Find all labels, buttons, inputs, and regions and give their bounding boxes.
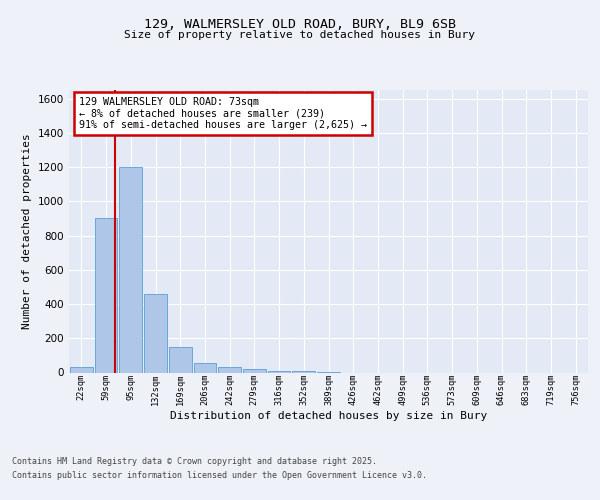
Text: 129 WALMERSLEY OLD ROAD: 73sqm
← 8% of detached houses are smaller (239)
91% of : 129 WALMERSLEY OLD ROAD: 73sqm ← 8% of d… (79, 97, 367, 130)
X-axis label: Distribution of detached houses by size in Bury: Distribution of detached houses by size … (170, 411, 487, 421)
Bar (292, 371, 315, 372)
Bar (95, 218, 118, 372)
Bar (70, 368, 93, 372)
Text: 129, WALMERSLEY OLD ROAD, BURY, BL9 6SB: 129, WALMERSLEY OLD ROAD, BURY, BL9 6SB (144, 18, 456, 30)
Bar (268, 371, 290, 372)
Text: Size of property relative to detached houses in Bury: Size of property relative to detached ho… (125, 30, 476, 40)
Bar (194, 363, 216, 372)
Text: Contains public sector information licensed under the Open Government Licence v3: Contains public sector information licen… (12, 472, 427, 480)
Bar (243, 369, 266, 372)
Bar (119, 167, 142, 372)
Bar (169, 347, 191, 372)
Bar (144, 294, 167, 372)
Text: Contains HM Land Registry data © Crown copyright and database right 2025.: Contains HM Land Registry data © Crown c… (12, 458, 377, 466)
Bar (218, 368, 241, 372)
Y-axis label: Number of detached properties: Number of detached properties (22, 134, 32, 329)
